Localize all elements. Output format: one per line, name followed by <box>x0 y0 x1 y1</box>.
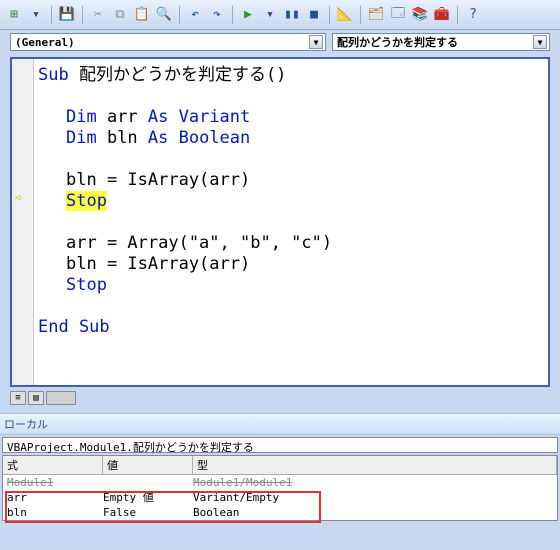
run-icon[interactable]: ▶ <box>238 5 258 25</box>
locals-panel-title: ローカル <box>0 413 560 435</box>
chevron-down-icon: ▼ <box>309 35 323 49</box>
locals-cell-type: Module1/Module1 <box>193 475 553 490</box>
save-icon[interactable]: 💾 <box>57 5 77 25</box>
locals-cell-type: Boolean <box>193 505 553 520</box>
header-val: 値 <box>103 456 193 474</box>
locals-cell-expr: bln <box>7 505 103 520</box>
code-line: Stop <box>38 275 544 296</box>
copy-icon[interactable]: ⧉ <box>110 5 130 25</box>
browser-icon[interactable]: 📚 <box>410 5 430 25</box>
procedure-selector[interactable]: 配列かどうかを判定する ▼ <box>332 33 550 51</box>
code-line: Sub 配列かどうかを判定する() <box>38 65 544 86</box>
locals-cell-val: False <box>103 505 193 520</box>
code-line <box>38 296 544 317</box>
header-expr: 式 <box>3 456 103 474</box>
code-editor[interactable]: ➪ Sub 配列かどうかを判定する() Dim arr As VariantDim… <box>10 57 550 387</box>
header-type: 型 <box>193 456 557 474</box>
run-drop-icon[interactable]: ▾ <box>260 5 280 25</box>
locals-row[interactable]: blnFalseBoolean <box>3 505 557 520</box>
code-line <box>38 212 544 233</box>
code-area[interactable]: Sub 配列かどうかを判定する() Dim arr As VariantDim b… <box>34 59 548 385</box>
dropdown-icon[interactable]: ▾ <box>26 5 46 25</box>
locals-context: VBAProject.Module1.配列かどうかを判定する <box>2 437 558 453</box>
find-icon[interactable]: 🔍 <box>154 5 174 25</box>
object-selector-value: (General) <box>15 36 75 49</box>
cut-icon[interactable]: ✂ <box>88 5 108 25</box>
code-line: Dim arr As Variant <box>38 107 544 128</box>
code-line <box>38 86 544 107</box>
code-line <box>38 149 544 170</box>
design-icon[interactable]: 📐 <box>335 5 355 25</box>
properties-icon[interactable]: 🗔 <box>388 5 408 25</box>
toolbox-icon[interactable]: 🧰 <box>432 5 452 25</box>
reset-icon[interactable]: ■ <box>304 5 324 25</box>
hscroll-track[interactable] <box>46 391 76 405</box>
locals-cell-expr: arr <box>7 490 103 505</box>
chevron-down-icon: ▼ <box>533 35 547 49</box>
object-selector[interactable]: (General) ▼ <box>10 33 326 51</box>
main-toolbar: ⊞▾💾✂⧉📋🔍↶↷▶▾▮▮■📐🗂🗔📚🧰? <box>0 0 560 30</box>
editor-gutter: ➪ <box>12 59 34 385</box>
locals-body: Module1Module1/Module1arrEmpty 値Variant/… <box>3 475 557 520</box>
locals-header: 式 値 型 <box>3 456 557 475</box>
code-line: bln = IsArray(arr) <box>38 170 544 191</box>
help-icon[interactable]: ? <box>463 5 483 25</box>
code-line: bln = IsArray(arr) <box>38 254 544 275</box>
locals-cell-type: Variant/Empty <box>193 490 553 505</box>
code-line: Stop <box>38 191 544 212</box>
procedure-view-button[interactable]: ≡ <box>10 391 26 405</box>
procedure-selector-value: 配列かどうかを判定する <box>337 34 458 50</box>
break-icon[interactable]: ▮▮ <box>282 5 302 25</box>
redo-icon[interactable]: ↷ <box>207 5 227 25</box>
locals-cell-val <box>103 475 193 490</box>
current-line-arrow-icon: ➪ <box>15 191 23 206</box>
excel-icon[interactable]: ⊞ <box>4 5 24 25</box>
undo-icon[interactable]: ↶ <box>185 5 205 25</box>
code-line: Dim bln As Boolean <box>38 128 544 149</box>
view-tabs: ≡ ▤ <box>10 389 550 407</box>
locals-row[interactable]: arrEmpty 値Variant/Empty <box>3 490 557 505</box>
locals-grid: 式 値 型 Module1Module1/Module1arrEmpty 値Va… <box>2 455 558 521</box>
project-icon[interactable]: 🗂 <box>366 5 386 25</box>
code-line: End Sub <box>38 317 544 338</box>
locals-row[interactable]: Module1 Module1/Module1 <box>3 475 557 490</box>
code-line: arr = Array("a", "b", "c") <box>38 233 544 254</box>
full-view-button[interactable]: ▤ <box>28 391 44 405</box>
paste-icon[interactable]: 📋 <box>132 5 152 25</box>
locals-cell-expr: Module1 <box>7 475 103 490</box>
selector-bar: (General) ▼ 配列かどうかを判定する ▼ <box>0 30 560 54</box>
locals-cell-val: Empty 値 <box>103 490 193 505</box>
